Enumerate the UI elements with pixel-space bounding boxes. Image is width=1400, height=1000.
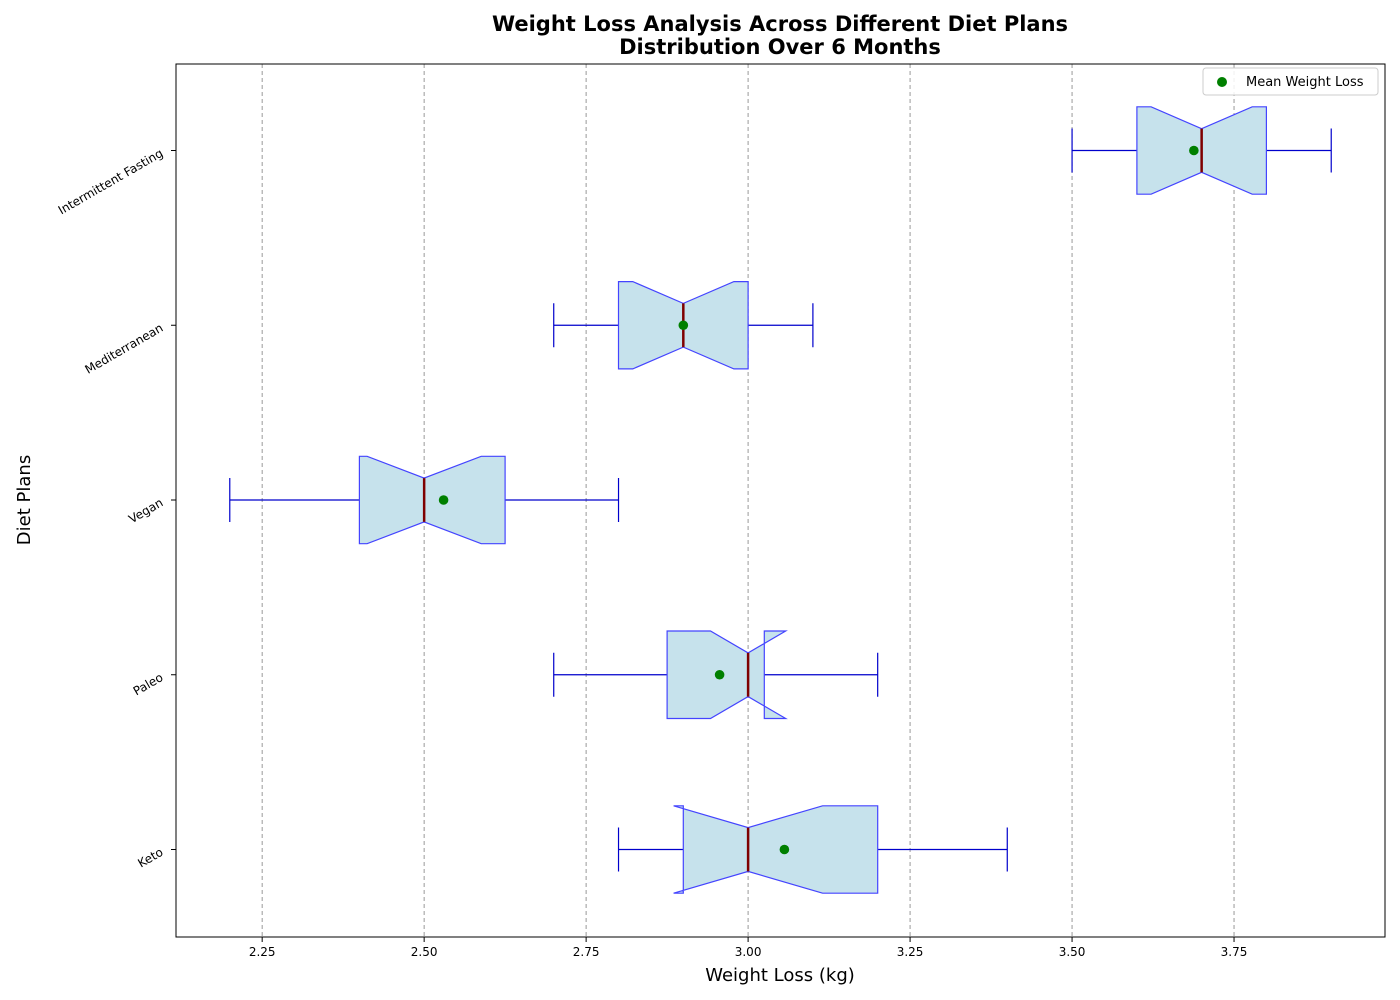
mean-point-intermittent-fasting	[1189, 145, 1199, 156]
x-axis-label: Weight Loss (kg)	[705, 965, 855, 986]
legend-label: Mean Weight Loss	[1246, 75, 1364, 90]
box-body-paleo	[666, 630, 788, 720]
legend-frame	[1202, 67, 1379, 96]
box-body-vegan	[358, 455, 506, 545]
box-body-keto	[673, 805, 879, 894]
y-tick-label-0: Keto	[135, 845, 165, 870]
y-tick-label-3: Mediterranean	[83, 321, 166, 377]
y-tick-label-1: Paleo	[131, 670, 166, 698]
y-tick-label-2: Vegan	[126, 495, 165, 526]
mean-point-keto	[779, 844, 790, 855]
x-tick-label-5: 3.50	[1059, 945, 1086, 959]
y-tick-label-4: Intermittent Fasting	[56, 146, 166, 217]
x-tick-label-2: 2.75	[573, 945, 600, 959]
box-mediterranean	[553, 281, 814, 370]
mean-point-mediterranean	[678, 320, 689, 331]
x-tick-label-0: 2.25	[249, 945, 276, 959]
x-tick-label-4: 3.25	[897, 945, 924, 959]
box-intermittent-fasting	[1071, 106, 1332, 195]
box-vegan	[229, 455, 620, 545]
x-tick-label-1: 2.50	[411, 945, 438, 959]
legend: Mean Weight Loss	[1202, 67, 1379, 96]
chart-title-line-2: Distribution Over 6 Months	[619, 35, 941, 59]
chart-title-line-1: Weight Loss Analysis Across Different Di…	[492, 12, 1068, 36]
x-axis-ticks: 2.25 2.50 2.75 3.00 3.25 3.50 3.75	[249, 937, 1248, 959]
mean-point-paleo	[714, 669, 725, 680]
y-axis-label: Diet Plans	[14, 455, 35, 545]
box-keto	[617, 805, 1008, 894]
y-axis-ticks: Keto Paleo Vegan Mediterranean Intermittent …	[56, 146, 176, 870]
mean-point-vegan	[438, 495, 449, 505]
box-paleo	[553, 630, 879, 720]
legend-mean-marker	[1217, 77, 1227, 87]
x-tick-label-3: 3.00	[735, 945, 762, 959]
x-tick-label-6: 3.75	[1221, 945, 1248, 959]
box-series	[229, 106, 1332, 894]
